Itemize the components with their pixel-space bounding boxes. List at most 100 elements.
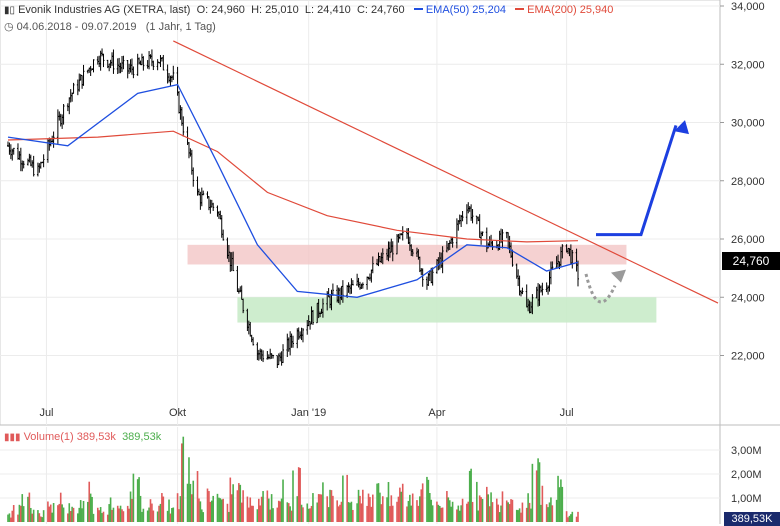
volume-bar <box>346 474 348 522</box>
volume-bar <box>381 496 384 522</box>
volume-bar <box>138 477 140 522</box>
price-tick-label: 24,000 <box>731 292 765 304</box>
volume-bar <box>126 505 129 522</box>
volume-bar <box>132 473 135 522</box>
support-zone <box>237 297 657 323</box>
volume-bar <box>500 505 502 522</box>
volume-bar <box>548 502 551 522</box>
volume-bar <box>106 514 109 522</box>
volume-bar <box>238 483 240 522</box>
open-label: O: <box>196 4 209 16</box>
volume-bar <box>92 513 95 522</box>
volume-bar <box>109 497 112 522</box>
volume-bar <box>112 507 115 522</box>
ema200-value: 25,940 <box>579 4 614 16</box>
volume-bar <box>49 504 52 522</box>
volume-bar <box>307 508 310 522</box>
volume-bar <box>182 436 185 522</box>
volume-label: Volume(1) <box>23 431 74 443</box>
volume-bar <box>228 511 230 522</box>
volume-bar <box>230 494 233 522</box>
volume-bar <box>12 505 15 522</box>
low-value: 24,410 <box>317 4 351 16</box>
volume-bar <box>69 511 72 522</box>
volume-bar <box>189 483 192 522</box>
volume-bar <box>198 498 200 522</box>
volume-bar <box>430 499 433 522</box>
volume-bar <box>282 479 284 522</box>
volume-bar <box>540 504 542 522</box>
volume-bar <box>82 500 85 522</box>
volume-bar <box>61 504 63 522</box>
volume-header: ▮▮▮ Volume(1) 389,53k 389,53k <box>4 431 161 443</box>
volume-bar <box>310 505 313 522</box>
volume-bar <box>79 500 82 522</box>
volume-bar <box>551 505 554 522</box>
volume-bar <box>51 512 53 522</box>
volume-bar <box>369 497 371 522</box>
volume-bar <box>42 510 45 522</box>
last-price-tag: 24,760 <box>722 252 780 270</box>
time-axis: Jul Okt Jan '19 Apr Jul <box>39 407 573 419</box>
volume-bar <box>531 463 534 522</box>
volume-bar <box>258 498 260 522</box>
volume-bar <box>41 517 43 522</box>
volume-bar <box>528 502 531 522</box>
price-tick-label: 22,000 <box>731 351 765 363</box>
volume-bar <box>119 505 122 522</box>
ema50-label: EMA(50) <box>425 4 470 16</box>
volume-bar <box>471 501 474 522</box>
volume-bar <box>276 507 279 522</box>
volume-bar <box>149 499 152 522</box>
volume-bar <box>39 516 42 522</box>
volume-bar <box>527 493 529 522</box>
volume-bar <box>350 501 353 522</box>
volume-bar <box>30 507 32 522</box>
volume-bar <box>537 458 539 522</box>
volume-bar <box>256 509 259 522</box>
volume-bar <box>21 494 24 522</box>
volume-bar <box>296 496 299 522</box>
volume-bar <box>477 510 480 522</box>
volume-bar <box>210 500 213 522</box>
volume-bars <box>7 436 579 522</box>
volume-bar <box>91 496 93 522</box>
volume-bar <box>219 498 222 522</box>
volume-bar <box>20 505 22 522</box>
volume-bar <box>498 512 501 522</box>
dotted-arrow <box>584 273 617 304</box>
volume-bar <box>78 507 81 522</box>
volume-bar <box>128 508 130 522</box>
volume-bar <box>377 483 380 522</box>
volume-bar <box>396 501 398 522</box>
volume-bar <box>505 500 508 522</box>
volume-bar <box>468 470 471 522</box>
volume-bar <box>550 497 552 522</box>
volume-bar <box>340 501 343 522</box>
volume-bar <box>448 500 451 522</box>
volume-bar <box>525 507 528 522</box>
volume-bar <box>360 503 363 522</box>
volume-bar <box>417 505 420 522</box>
volume-bar <box>7 514 9 522</box>
volume-bar <box>561 486 564 522</box>
volume-bar <box>38 513 41 522</box>
volume-bar <box>508 504 511 522</box>
volume-bar <box>81 508 83 522</box>
volume-bar <box>116 505 119 522</box>
volume-bar <box>437 504 440 522</box>
ema200-line <box>7 130 579 243</box>
volume-bar <box>158 505 160 522</box>
volume-bar <box>577 511 579 522</box>
volume-bar <box>87 501 89 522</box>
volume-bar <box>511 499 514 522</box>
volume-bar <box>342 475 344 522</box>
volume-bar <box>530 508 532 522</box>
volume-bar <box>366 505 368 522</box>
volume-bar <box>162 496 165 522</box>
volume-bar <box>246 496 249 522</box>
volume-bar <box>520 512 522 522</box>
volume-bar <box>37 510 39 522</box>
volume-bar <box>467 501 470 522</box>
volume-icon: ▮▮▮ <box>4 432 21 443</box>
